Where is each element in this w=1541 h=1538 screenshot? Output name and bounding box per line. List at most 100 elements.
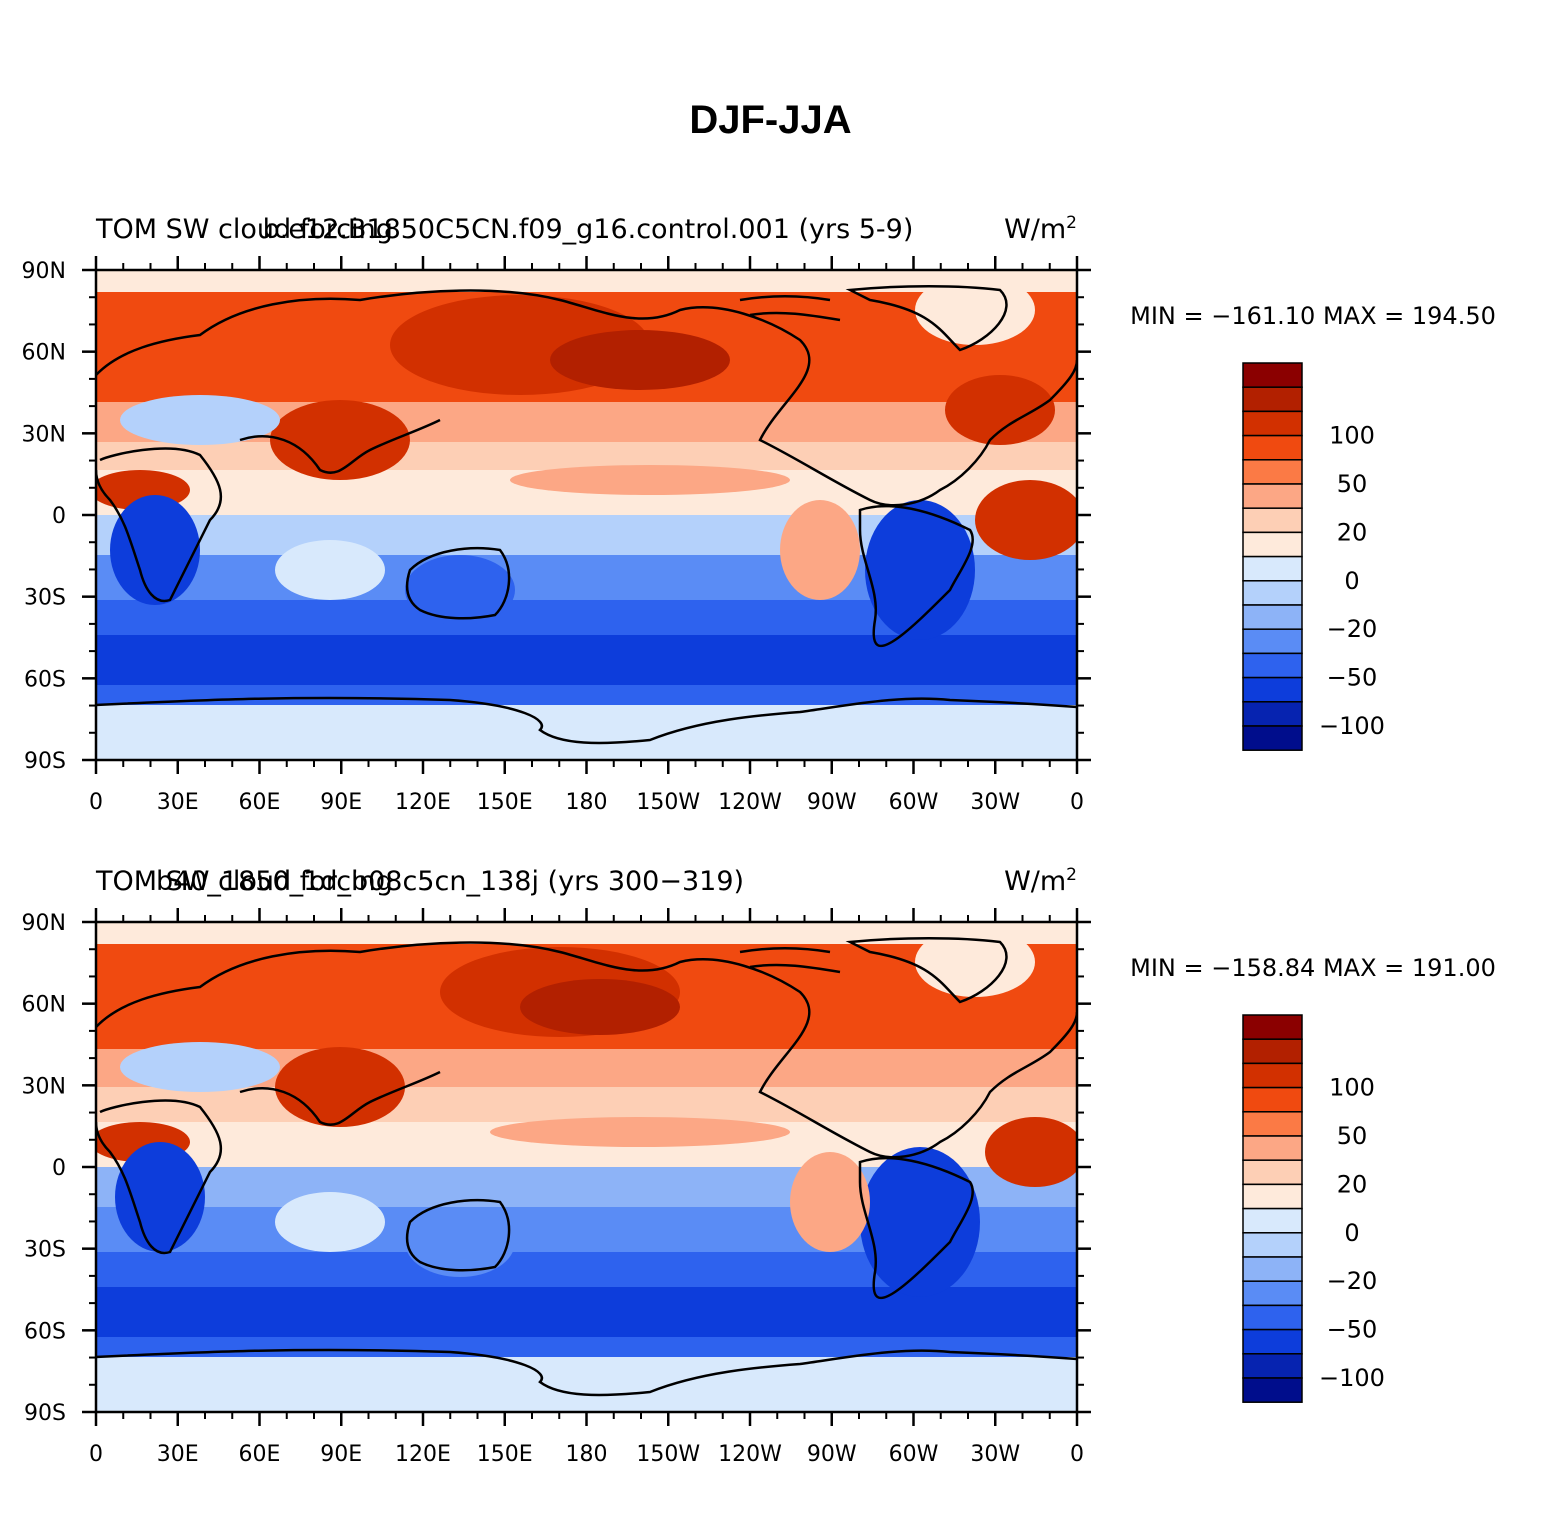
lon-tick-label: 0	[89, 790, 103, 815]
colorbar-swatch	[1242, 555, 1303, 582]
colorbar-label: 20	[1337, 1170, 1368, 1198]
colorbar-swatch	[1242, 1111, 1303, 1137]
lon-tick-label: 120W	[718, 1442, 782, 1467]
lon-tick-label: 90E	[320, 790, 362, 815]
lat-tick-label: 90N	[22, 911, 66, 936]
colorbar-swatch	[1242, 1232, 1303, 1258]
panel-title-center: b40_1850_1d_b08c5cn_138j (yrs 300−319)	[156, 866, 744, 897]
colorbar-swatch	[1242, 434, 1303, 461]
lon-tick-label: 30W	[970, 1442, 1020, 1467]
colorbar-swatch	[1242, 1159, 1303, 1186]
colorbar-label: −50	[1327, 664, 1378, 692]
colorbar-swatch	[1242, 628, 1303, 655]
latitude-axis: 90N 60N 30N 0 30S 60S 90S	[22, 259, 1091, 774]
colorbar-label: −20	[1327, 1267, 1378, 1295]
lon-tick-label: 120E	[395, 1442, 451, 1467]
lon-tick-label: 90E	[320, 1442, 362, 1467]
map-panel-bottom: TOM SW cloud forcing b40_1850_1d_b08c5cn…	[0, 852, 1541, 1492]
map-svg: TOM SW cloud forcing b40_1850_1d_b08c5cn…	[22, 865, 1496, 1467]
colorbar-swatch	[1242, 1014, 1303, 1040]
lat-tick-label: 60N	[22, 341, 66, 366]
latitude-axis: 90N 60N 30N 0 30S 60S 90S	[22, 911, 1091, 1426]
colorbar-swatch	[1242, 1207, 1303, 1234]
lat-tick-label: 30S	[24, 586, 66, 611]
lon-tick-label: 0	[89, 1442, 103, 1467]
panel-title-left: TOM SW cloud forcing	[95, 214, 393, 245]
lat-tick-label: 60S	[24, 1319, 66, 1344]
lon-tick-label: 90W	[807, 1442, 857, 1467]
colorbar-swatch	[1242, 1256, 1303, 1282]
colorbar-swatch	[1242, 1280, 1303, 1307]
lon-tick-label: 120E	[395, 790, 451, 815]
colorbar-swatch	[1242, 410, 1303, 437]
colorbar-swatch	[1242, 652, 1303, 679]
colorbar-label: 50	[1337, 470, 1368, 498]
colorbar-swatch	[1242, 1328, 1303, 1355]
colorbar-label: 0	[1344, 567, 1359, 595]
figure-title: DJF-JJA	[689, 98, 852, 142]
colorbar-swatch	[1242, 1353, 1303, 1379]
lon-tick-label: 0	[1070, 790, 1084, 815]
map-svg: TOM SW cloud forcing b.e12.B1850C5CN.f09…	[22, 213, 1496, 815]
colorbar-label: −20	[1327, 615, 1378, 643]
lat-tick-label: 30S	[24, 1238, 66, 1263]
colorbar-swatch	[1242, 1304, 1303, 1331]
panel-units: W/m2	[1004, 213, 1077, 245]
colorbar-swatch	[1242, 725, 1303, 751]
lon-tick-label: 30E	[157, 1442, 199, 1467]
lat-tick-label: 90N	[22, 259, 66, 284]
lat-tick-label: 90S	[24, 1401, 66, 1426]
colorbar-swatch	[1242, 483, 1303, 509]
colorbar: 100 50 20 0 −20 −50 −100	[1242, 1014, 1385, 1403]
map-panel-top: TOM SW cloud forcing b.e12.B1850C5CN.f09…	[0, 200, 1541, 840]
min-max-label: MIN = −161.10 MAX = 194.50	[1130, 302, 1496, 330]
lat-tick-label: 30N	[22, 1074, 66, 1099]
colorbar-swatch	[1242, 386, 1303, 413]
lon-tick-label: 150W	[636, 790, 700, 815]
colorbar-label: 0	[1344, 1219, 1359, 1247]
colorbar-swatch	[1242, 1062, 1303, 1089]
lon-tick-label: 60W	[889, 790, 939, 815]
colorbar-label: −100	[1319, 1364, 1385, 1392]
colorbar-label: 20	[1337, 518, 1368, 546]
colorbar-label: 100	[1329, 1074, 1375, 1102]
lon-tick-label: 150E	[477, 1442, 533, 1467]
colorbar-swatch	[1242, 507, 1303, 534]
lat-tick-label: 0	[52, 504, 66, 529]
lon-tick-label: 60W	[889, 1442, 939, 1467]
panel-units: W/m2	[1004, 865, 1077, 897]
lat-tick-label: 60N	[22, 993, 66, 1018]
lon-tick-label: 30W	[970, 790, 1020, 815]
colorbar-swatch	[1242, 580, 1303, 606]
lon-tick-label: 150E	[477, 790, 533, 815]
lat-tick-label: 90S	[24, 749, 66, 774]
longitude-axis: 0 30E 60E 90E 120E 150E 180 150W 120W 90W 60W 30W 0	[89, 908, 1084, 1467]
lon-tick-label: 0	[1070, 1442, 1084, 1467]
colorbar: 100 50 20 0 −20 −50 −100	[1242, 362, 1385, 751]
lon-tick-label: 30E	[157, 790, 199, 815]
longitude-axis: 0 30E 60E 90E 120E 150E 180 150W 120W 90W 60W 30W 0	[89, 256, 1084, 815]
colorbar-swatch	[1242, 459, 1303, 485]
min-max-label: MIN = −158.84 MAX = 191.00	[1130, 954, 1496, 982]
lon-tick-label: 90W	[807, 790, 857, 815]
map-field	[96, 270, 1077, 760]
colorbar-swatch	[1242, 1038, 1303, 1065]
map-field	[96, 922, 1077, 1412]
colorbar-swatch	[1242, 701, 1303, 727]
colorbar-swatch	[1242, 1183, 1303, 1210]
colorbar-label: −100	[1319, 712, 1385, 740]
lon-tick-label: 180	[566, 1442, 608, 1467]
colorbar-swatch	[1242, 1086, 1303, 1113]
colorbar-swatch	[1242, 531, 1303, 558]
colorbar-swatch	[1242, 362, 1303, 388]
lon-tick-label: 120W	[718, 790, 782, 815]
lat-tick-label: 30N	[22, 422, 66, 447]
colorbar-swatch	[1242, 676, 1303, 703]
lat-tick-label: 0	[52, 1156, 66, 1181]
lon-tick-label: 60E	[239, 1442, 281, 1467]
lon-tick-label: 180	[566, 790, 608, 815]
colorbar-swatch	[1242, 1135, 1303, 1161]
colorbar-label: −50	[1327, 1316, 1378, 1344]
lat-tick-label: 60S	[24, 667, 66, 692]
colorbar-swatch	[1242, 1377, 1303, 1403]
